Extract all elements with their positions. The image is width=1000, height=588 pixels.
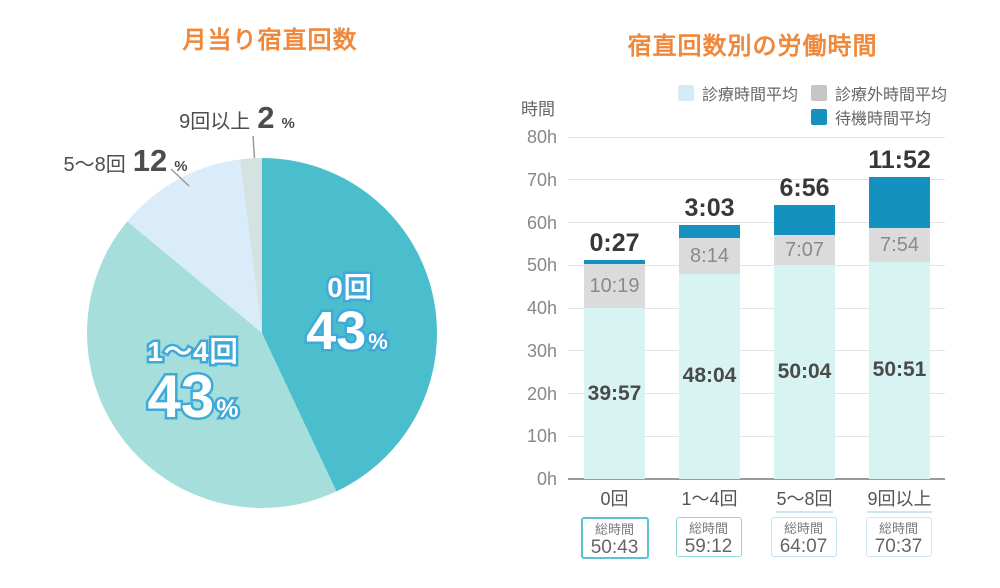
bar-segment-clinical [774,264,835,479]
bar-segment-standby [774,204,835,235]
pie-slice-percent-0: 43 [304,299,369,364]
y-grid-line [568,136,945,138]
bar-segment-clinical [679,273,740,479]
pie-slice-value-0: 43% [267,299,427,364]
y-tick-label: 0h [536,469,557,489]
total-box-value: 59:12 [684,536,733,557]
bar-segment-clinical [584,308,645,479]
pie-slice-percent-1: 43 [145,361,217,433]
bar-category-label: 5〜8回 [745,487,865,513]
total-box-label: 総時間 [594,522,634,537]
y-grid-line [568,179,945,181]
y-tick-label: 40h [526,298,557,318]
total-box: 総時間 64:07 [770,517,837,557]
bar-segment-nonclinical [869,227,930,262]
y-grid-line [568,264,945,266]
legend-item-clinical: 診療時間平均 [678,84,799,104]
bar-nonclinical-value: 10:19 [589,275,640,298]
legend-swatch-clinical-icon [678,85,694,101]
bar-category-label: 0回 [555,487,675,511]
bar-segment-clinical [869,261,930,479]
total-box-value: 50:43 [590,537,639,558]
y-grid-line [568,478,945,480]
legend-swatch-standby-icon [811,109,827,125]
pie-slice-percent-3: 2 [257,100,275,135]
y-grid-line [568,222,945,223]
legend-item-nonclinical: 診療外時間平均 [811,84,948,104]
percent-sign: % [174,158,188,175]
bar-nonclinical-value: 7:54 [880,233,919,256]
bar-nonclinical-value: 8:14 [690,244,729,267]
bar-segment-standby [869,177,930,228]
pie-slice-label-2: 5〜8回 [63,154,126,176]
total-box-label: 総時間 [878,521,918,536]
y-axis-title: 時間 [521,100,555,119]
total-box-value: 70:37 [874,536,923,557]
bar-category-text: 1〜4回 [681,489,738,509]
pie-slice-label-1: 1〜4回 [145,334,240,370]
y-tick-label: 70h [526,169,557,190]
bar-category-text: 0回 [600,489,629,509]
leader-line-9plus [252,135,256,159]
bar-clinical-value: 39:57 [587,381,642,405]
bar-category-label: 1〜4回 [650,487,770,511]
y-grid-line [568,350,945,352]
leader-line-5-8 [170,168,190,187]
bar-segment-nonclinical [679,238,740,274]
bar-category-label: 9回以上 [840,487,960,513]
pie-slice-percent-2: 12 [132,143,168,178]
total-box: 総時間 70:37 [865,517,932,557]
bar-category-text: 5〜8回 [776,489,833,513]
total-box-label: 総時間 [783,521,823,536]
legend-label-standby: 待機時間平均 [835,111,932,128]
y-tick-label: 30h [526,340,557,361]
pie-slice-label-3: 9回以上 [179,111,251,133]
pie-external-label-9plus: 9回以上 2 % [152,100,322,135]
bar-category-text: 9回以上 [867,489,932,513]
pie-chart-title: 月当り宿直回数 [182,27,358,54]
y-grid-line [568,435,945,437]
bar-segment-standby [679,225,740,239]
percent-sign: % [214,393,241,426]
y-tick-label: 80h [526,127,557,147]
pie-slice-label-0: 0回 [325,270,375,306]
y-tick-label: 50h [526,255,557,276]
bar-chart-title: 宿直回数別の労働時間 [627,33,878,60]
total-box-label: 総時間 [688,521,728,536]
bar-nonclinical-value: 7:07 [785,238,824,261]
legend-swatch-nonclinical-icon [811,85,827,101]
y-tick-label: 20h [526,383,557,404]
bar-standby-value: 0:27 [589,229,640,258]
bar-standby-value: 11:52 [868,146,931,175]
bar-standby-value: 6:56 [779,173,830,202]
bar-clinical-value: 50:51 [872,358,927,382]
bar-clinical-value: 50:04 [777,359,832,383]
y-grid-line [568,307,945,309]
bar-standby-value: 3:03 [684,194,735,223]
bar-clinical-value: 48:04 [682,364,737,388]
pie-slice-value-1: 43% [113,361,273,433]
legend-label-clinical: 診療時間平均 [702,87,799,104]
bar-segment-nonclinical [584,264,645,309]
y-tick-label: 60h [526,212,557,233]
y-tick-label: 10h [526,426,557,447]
pie-external-label-5-8: 5〜8回 12 % [38,143,213,179]
legend-item-standby: 待機時間平均 [811,108,932,128]
bar-segment-nonclinical [774,234,835,265]
total-box: 総時間 50:43 [580,517,649,559]
total-box-value: 64:07 [779,536,828,557]
pie-chart [87,158,437,508]
bar-segment-standby [584,260,645,265]
y-grid-line [568,393,945,394]
percent-sign: % [366,327,390,357]
legend-label-nonclinical: 診療外時間平均 [835,87,948,104]
total-box: 総時間 59:12 [675,517,742,557]
percent-sign: % [281,115,295,132]
